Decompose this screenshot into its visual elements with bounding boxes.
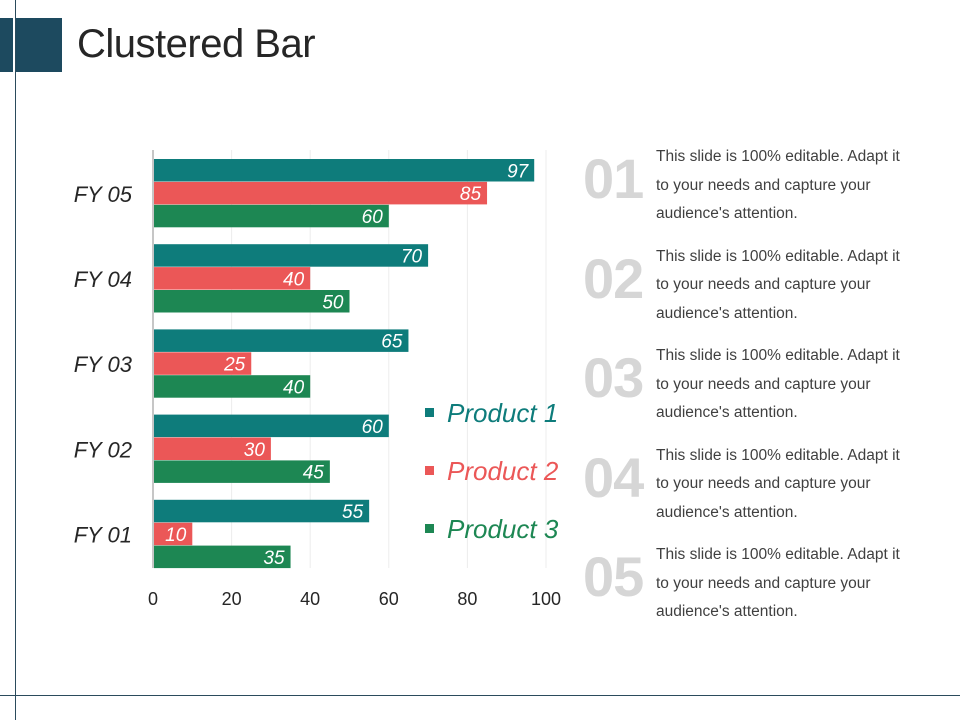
- data-label: 30: [244, 440, 266, 461]
- legend-swatch-product-2: [425, 466, 434, 475]
- data-label: 50: [322, 292, 344, 313]
- notes-list: 01 This slide is 100% editable. Adapt it…: [583, 143, 953, 641]
- note-item-03: 03 This slide is 100% editable. Adapt it…: [583, 342, 953, 442]
- data-label: 97: [507, 161, 530, 182]
- note-text: This slide is 100% editable. Adapt it to…: [656, 148, 900, 222]
- legend-swatch-product-3: [425, 524, 434, 533]
- bar: [154, 499, 370, 523]
- note-number: 02: [583, 246, 644, 310]
- bar: [154, 375, 311, 398]
- data-label: 60: [362, 207, 384, 228]
- bar: [154, 329, 409, 352]
- bar: [154, 460, 330, 483]
- bottom-rule-line: [0, 695, 960, 696]
- data-label: 65: [381, 332, 403, 353]
- data-label: 35: [263, 548, 285, 569]
- data-label: 25: [223, 355, 246, 376]
- legend-label-product-2: Product 2: [447, 456, 559, 486]
- data-label: 10: [165, 525, 187, 546]
- page-title: Clustered Bar: [77, 22, 316, 66]
- note-item-02: 02 This slide is 100% editable. Adapt it…: [583, 243, 953, 343]
- note-text: This slide is 100% editable. Adapt it to…: [656, 446, 900, 521]
- note-text: This slide is 100% editable. Adapt it to…: [656, 347, 900, 421]
- legend-label-product-1: Product 1: [447, 398, 559, 428]
- legend-label-product-3: Product 3: [447, 514, 559, 544]
- note-item-01: 01 This slide is 100% editable. Adapt it…: [583, 143, 953, 243]
- x-tick-label: 60: [379, 589, 399, 609]
- note-item-05: 05 This slide is 100% editable. Adapt it…: [583, 541, 953, 641]
- note-number: 01: [583, 147, 644, 210]
- category-label: FY 01: [74, 523, 132, 548]
- bar: [154, 414, 389, 438]
- x-tick-label: 40: [300, 589, 320, 609]
- bar: [154, 181, 488, 205]
- bar: [154, 244, 429, 267]
- note-number: 04: [583, 445, 644, 509]
- note-number: 05: [583, 545, 644, 608]
- category-label: FY 05: [74, 182, 133, 207]
- note-text: This slide is 100% editable. Adapt it to…: [656, 546, 900, 620]
- legend-swatch-product-1: [425, 408, 434, 417]
- category-label: FY 03: [74, 352, 133, 377]
- note-number: 03: [583, 346, 644, 409]
- title-accent-divider: [13, 18, 16, 72]
- bar: [154, 545, 291, 569]
- data-label: 40: [283, 269, 305, 290]
- data-label: 40: [283, 377, 305, 398]
- x-tick-label: 100: [531, 589, 561, 609]
- bar: [154, 290, 350, 313]
- note-item-04: 04 This slide is 100% editable. Adapt it…: [583, 442, 953, 542]
- data-label: 85: [460, 184, 482, 205]
- x-tick-label: 20: [222, 589, 242, 609]
- bar: [154, 437, 271, 460]
- data-label: 55: [342, 502, 364, 523]
- data-label: 70: [401, 246, 423, 267]
- data-label: 60: [362, 417, 384, 438]
- bar: [154, 204, 389, 228]
- bar: [154, 352, 252, 375]
- left-rule-line: [15, 0, 16, 720]
- data-label: 45: [303, 463, 325, 484]
- category-label: FY 04: [74, 267, 132, 292]
- category-label: FY 02: [74, 437, 132, 462]
- bar: [154, 267, 311, 290]
- x-tick-label: 0: [148, 589, 158, 609]
- bar: [154, 522, 193, 546]
- note-text: This slide is 100% editable. Adapt it to…: [656, 247, 900, 322]
- title-accent-block: [0, 18, 62, 72]
- x-tick-label: 80: [457, 589, 477, 609]
- bar: [154, 159, 535, 182]
